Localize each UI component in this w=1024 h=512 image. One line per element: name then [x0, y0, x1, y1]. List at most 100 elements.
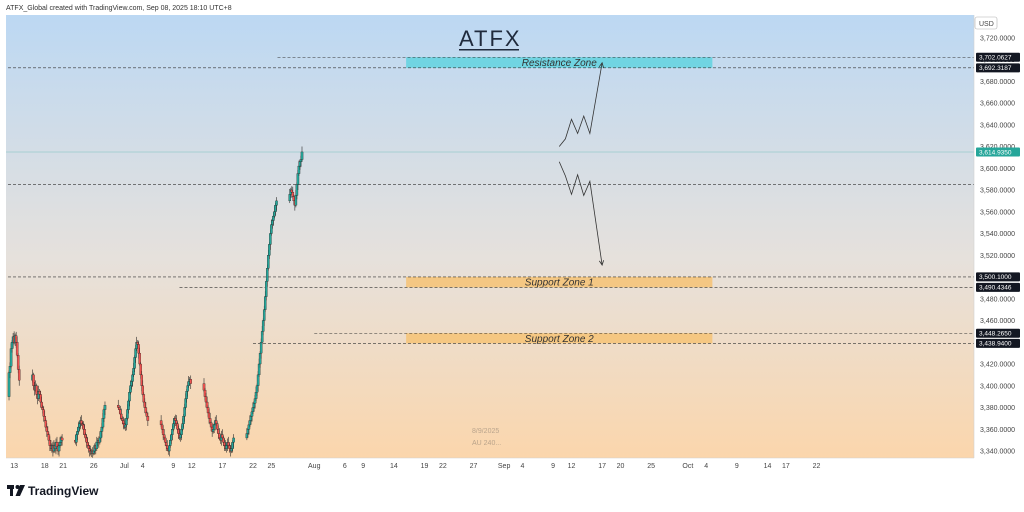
currency-label-box: [974, 16, 998, 30]
y-tick-label: 3,540.0000: [980, 231, 1015, 238]
x-tick-label: 22: [249, 463, 257, 470]
currency-label: USD: [974, 16, 998, 30]
candle-body: [146, 416, 150, 421]
atfx-logo-text: ATFX: [459, 26, 522, 51]
x-tick-label: 20: [617, 463, 625, 470]
header-caption: ATFX_Global created with TradingView.com…: [6, 5, 232, 12]
x-tick-label: 26: [90, 463, 98, 470]
candle-body: [232, 437, 235, 443]
projection-arrowhead: [598, 61, 604, 68]
x-tick-label: 25: [647, 463, 655, 470]
y-tick-label: 3,680.0000: [980, 79, 1015, 86]
price-level-tag: [976, 338, 1020, 348]
support-zone-box: [406, 333, 713, 344]
tradingview-brand-text: TradingView: [28, 484, 99, 498]
candles-layer: [7, 146, 304, 459]
time-axis-background: [6, 458, 1022, 472]
support-zone-label: Support Zone 1: [525, 278, 594, 289]
y-tick-label: 3,660.0000: [980, 101, 1015, 108]
x-tick-label: Sep: [498, 463, 511, 470]
candle-body: [189, 379, 192, 384]
price-level-tag: [976, 328, 1020, 338]
candle-body: [60, 437, 64, 441]
watermark-text: AU 240...: [472, 440, 501, 447]
price-level-tag-text: 3,448.2650: [979, 331, 1012, 338]
price-level-tag: [976, 52, 1020, 62]
x-tick-label: 25: [267, 463, 275, 470]
x-tick-label: 12: [568, 463, 576, 470]
price-level-tag-text: 3,490.4346: [979, 285, 1012, 292]
projections-layer: [558, 61, 605, 266]
y-tick-label: 3,340.0000: [980, 449, 1015, 456]
candle-body: [17, 369, 21, 381]
y-tick-label: 3,640.0000: [980, 122, 1015, 129]
price-axis-background: [974, 15, 1022, 458]
x-tick-label: 18: [41, 463, 49, 470]
candle-body: [103, 405, 107, 410]
price-level-tag: [976, 282, 1020, 292]
x-tick-label: 4: [704, 463, 708, 470]
currency-label-text: USD: [979, 21, 994, 28]
projection-arrowhead: [598, 260, 605, 266]
price-level-tag-text: 3,500.1000: [979, 274, 1012, 281]
price-level-tag-text: 3,438.9400: [979, 341, 1012, 348]
y-tick-label: 3,560.0000: [980, 209, 1015, 216]
x-tick-label: 9: [551, 463, 555, 470]
y-tick-label: 3,720.0000: [980, 35, 1015, 42]
watermark-layer: 8/9/2025 AU 240...: [472, 428, 501, 447]
support-zone-box: [406, 276, 713, 288]
x-axis: 13 18 21 26 Jul 4 9 12 17 22 25 Aug 6 9 14 19 22 27 Sep 4 9 1…: [10, 463, 820, 470]
x-tick-label: Jul: [120, 463, 129, 470]
x-tick-label: Oct: [682, 463, 693, 470]
tradingview-logo-icon: [7, 485, 25, 496]
x-tick-label: 12: [188, 463, 196, 470]
support-zone-label: Support Zone 2: [525, 334, 594, 345]
zones-layer: Resistance Zone Support Zone 1 Support Zon…: [406, 57, 713, 345]
y-tick-label: 3,580.0000: [980, 188, 1015, 195]
y-tick-label: 3,480.0000: [980, 296, 1015, 303]
y-tick-label: 3,400.0000: [980, 383, 1015, 390]
candle-body: [300, 151, 304, 160]
x-tick-label: 19: [421, 463, 429, 470]
tradingview-logo: TradingView: [7, 484, 99, 498]
levels-layer: [6, 56, 974, 344]
price-level-tag-text: 3,702.0627: [979, 55, 1012, 62]
x-tick-label: 4: [521, 463, 525, 470]
y-tick-label: 3,360.0000: [980, 427, 1015, 434]
x-tick-label: 13: [10, 463, 18, 470]
atfx-logo-underline: [459, 49, 519, 51]
x-tick-label: 9: [171, 463, 175, 470]
last-price-tag: [976, 147, 1020, 157]
x-tick-label: 22: [813, 463, 821, 470]
x-tick-label: 14: [390, 463, 398, 470]
y-tick-label: 3,600.0000: [980, 166, 1015, 173]
x-tick-label: 27: [470, 463, 478, 470]
y-tick-label: 3,620.0000: [980, 144, 1015, 151]
y-tick-label: 3,380.0000: [980, 405, 1015, 412]
x-tick-label: 9: [361, 463, 365, 470]
x-tick-label: 22: [439, 463, 447, 470]
plot-background: [6, 15, 974, 458]
x-tick-label: 6: [343, 463, 347, 470]
projection-path: [558, 62, 603, 147]
price-level-tag-text: 3,692.3187: [979, 65, 1012, 72]
price-level-tag: [976, 272, 1020, 282]
y-tick-label: 3,420.0000: [980, 362, 1015, 369]
y-tick-label: 3,520.0000: [980, 253, 1015, 260]
x-tick-label: 17: [782, 463, 790, 470]
x-tick-label: 9: [735, 463, 739, 470]
x-tick-label: 14: [764, 463, 772, 470]
resistance-zone-box: [406, 57, 713, 68]
atfx-logo: ATFX: [459, 26, 522, 51]
x-tick-label: 4: [141, 463, 145, 470]
x-tick-label: 17: [598, 463, 606, 470]
projection-path: [558, 161, 603, 266]
price-level-tag: [976, 63, 1020, 73]
candle-body: [275, 200, 278, 206]
x-tick-label: 21: [59, 463, 67, 470]
y-tick-label: 3,460.0000: [980, 318, 1015, 325]
last-price-tag-text: 3,614.9350: [979, 149, 1012, 156]
x-tick-label: Aug: [308, 463, 321, 470]
